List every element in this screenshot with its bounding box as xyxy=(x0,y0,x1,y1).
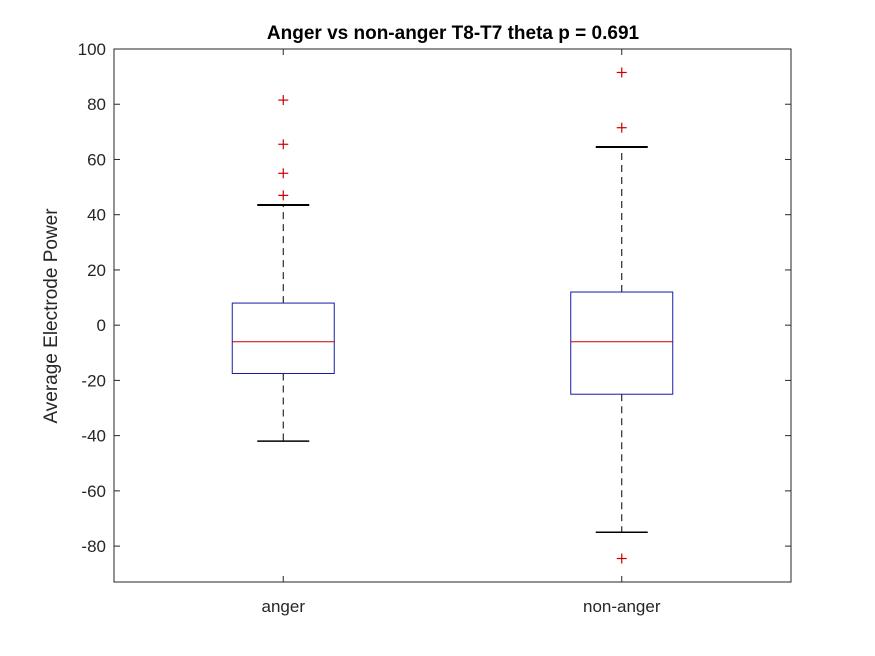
x-tick-label: anger xyxy=(262,597,306,616)
y-tick-label: -20 xyxy=(81,371,106,390)
y-tick-label: 80 xyxy=(87,95,106,114)
iqr-box xyxy=(231,302,335,374)
y-tick-label: -80 xyxy=(81,537,106,556)
axes-frame xyxy=(113,48,792,583)
outlier-marker xyxy=(616,67,627,78)
y-tick-label: 100 xyxy=(78,40,106,59)
outlier-marker xyxy=(616,553,627,564)
y-tick-label: 0 xyxy=(97,316,106,335)
outlier-marker xyxy=(278,190,289,201)
iqr-box xyxy=(570,291,674,395)
plot-area: -80 -60 -40 -20 0 20 40 60 80 100 anger non-anger xyxy=(78,40,792,616)
outlier-marker xyxy=(278,95,289,106)
y-tick-label: -40 xyxy=(81,427,106,446)
y-tick-label: 40 xyxy=(87,206,106,225)
outlier-marker xyxy=(616,122,627,133)
chart-title: Anger vs non-anger T8-T7 theta p = 0.691 xyxy=(267,23,640,44)
y-tick-label: 20 xyxy=(87,261,106,280)
outlier-marker xyxy=(278,139,289,150)
y-tick-label: 60 xyxy=(87,150,106,169)
outlier-marker xyxy=(278,168,289,179)
y-axis-label: Average Electrode Power xyxy=(41,208,62,424)
y-tick-label: -60 xyxy=(81,482,106,501)
x-tick-label: non-anger xyxy=(583,597,661,616)
